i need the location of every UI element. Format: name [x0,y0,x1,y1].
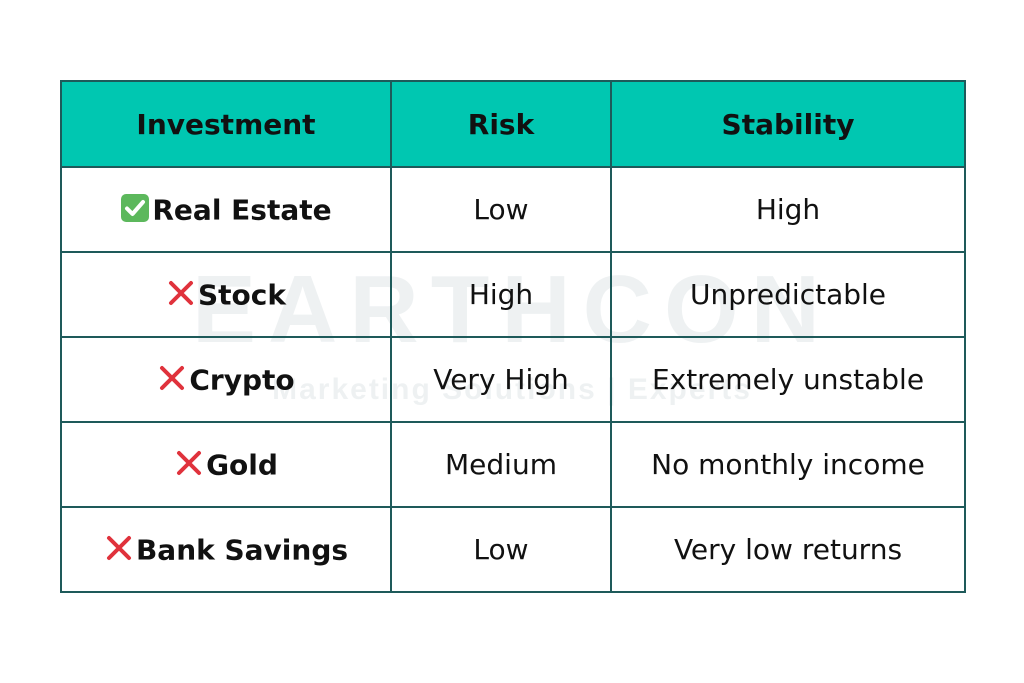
investment-label: Crypto [189,363,295,397]
investment-label: Gold [206,448,278,482]
table-row: Real Estate Low High [60,166,966,253]
check-icon [120,193,150,223]
cross-icon [174,448,204,478]
header-stability: Stability [610,80,966,168]
investment-cell: Bank Savings [60,506,392,593]
table-header-row: Investment Risk Stability [60,80,966,168]
risk-cell: Low [390,166,612,253]
risk-cell: High [390,251,612,338]
risk-cell: Low [390,506,612,593]
investment-label: Stock [197,278,286,312]
table-row: Crypto Very High Extremely unstable [60,336,966,423]
investment-cell: Gold [60,421,392,508]
investment-cell: Real Estate [60,166,392,253]
stability-cell: Very low returns [610,506,966,593]
header-risk: Risk [390,80,612,168]
cross-icon [166,278,196,308]
investment-comparison-table: Investment Risk Stability Real Estate Lo… [60,80,966,593]
risk-cell: Medium [390,421,612,508]
investment-label: Real Estate [152,193,332,227]
investment-cell: Crypto [60,336,392,423]
stability-cell: No monthly income [610,421,966,508]
stability-cell: Unpredictable [610,251,966,338]
table-row: Bank Savings Low Very low returns [60,506,966,593]
cross-icon [157,363,187,393]
table-row: Stock High Unpredictable [60,251,966,338]
cross-icon [104,533,134,563]
investment-label: Bank Savings [135,533,349,567]
header-investment: Investment [60,80,392,168]
stability-cell: Extremely unstable [610,336,966,423]
stability-cell: High [610,166,966,253]
risk-cell: Very High [390,336,612,423]
investment-cell: Stock [60,251,392,338]
table-row: Gold Medium No monthly income [60,421,966,508]
